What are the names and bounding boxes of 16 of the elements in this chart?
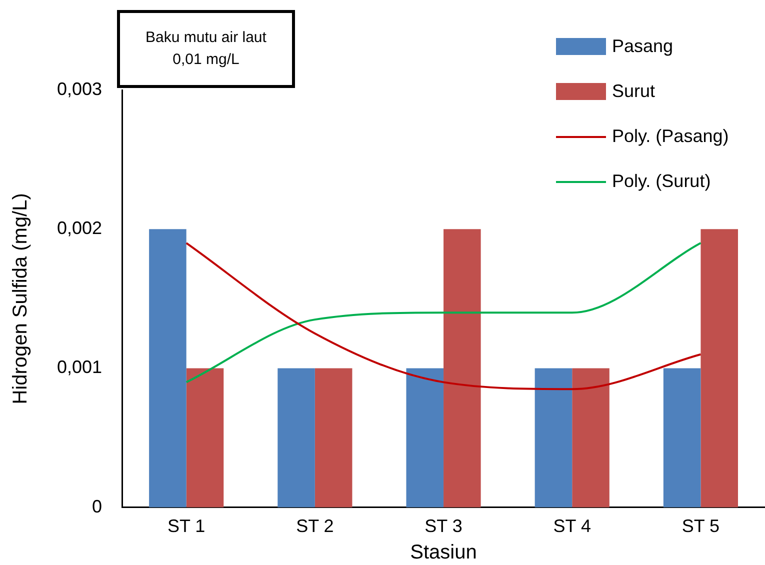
legend-label: Poly. (Surut)	[612, 171, 711, 192]
x-tick-label: ST 1	[167, 516, 206, 536]
x-tick-label: ST 5	[682, 516, 720, 536]
y-axis-title: Hidrogen Sulfida (mg/L)	[10, 193, 32, 404]
y-tick-label: 0,001	[56, 357, 102, 378]
x-axis-title: Stasiun	[410, 542, 477, 564]
legend-label: Surut	[612, 81, 656, 102]
legend-label: Pasang	[612, 36, 674, 57]
y-tick-label: 0	[92, 496, 102, 516]
y-tick-label: 0,003	[56, 78, 102, 99]
text: Baku mutu air laut 0,01 mg/L	[117, 10, 295, 88]
x-tick-label: ST 3	[424, 516, 462, 536]
x-tick-label: ST 2	[296, 516, 334, 536]
y-tick-label: 0,002	[56, 218, 102, 238]
legend-label: Poly. (Pasang)	[612, 126, 729, 147]
x-tick-label: ST 4	[553, 516, 591, 536]
